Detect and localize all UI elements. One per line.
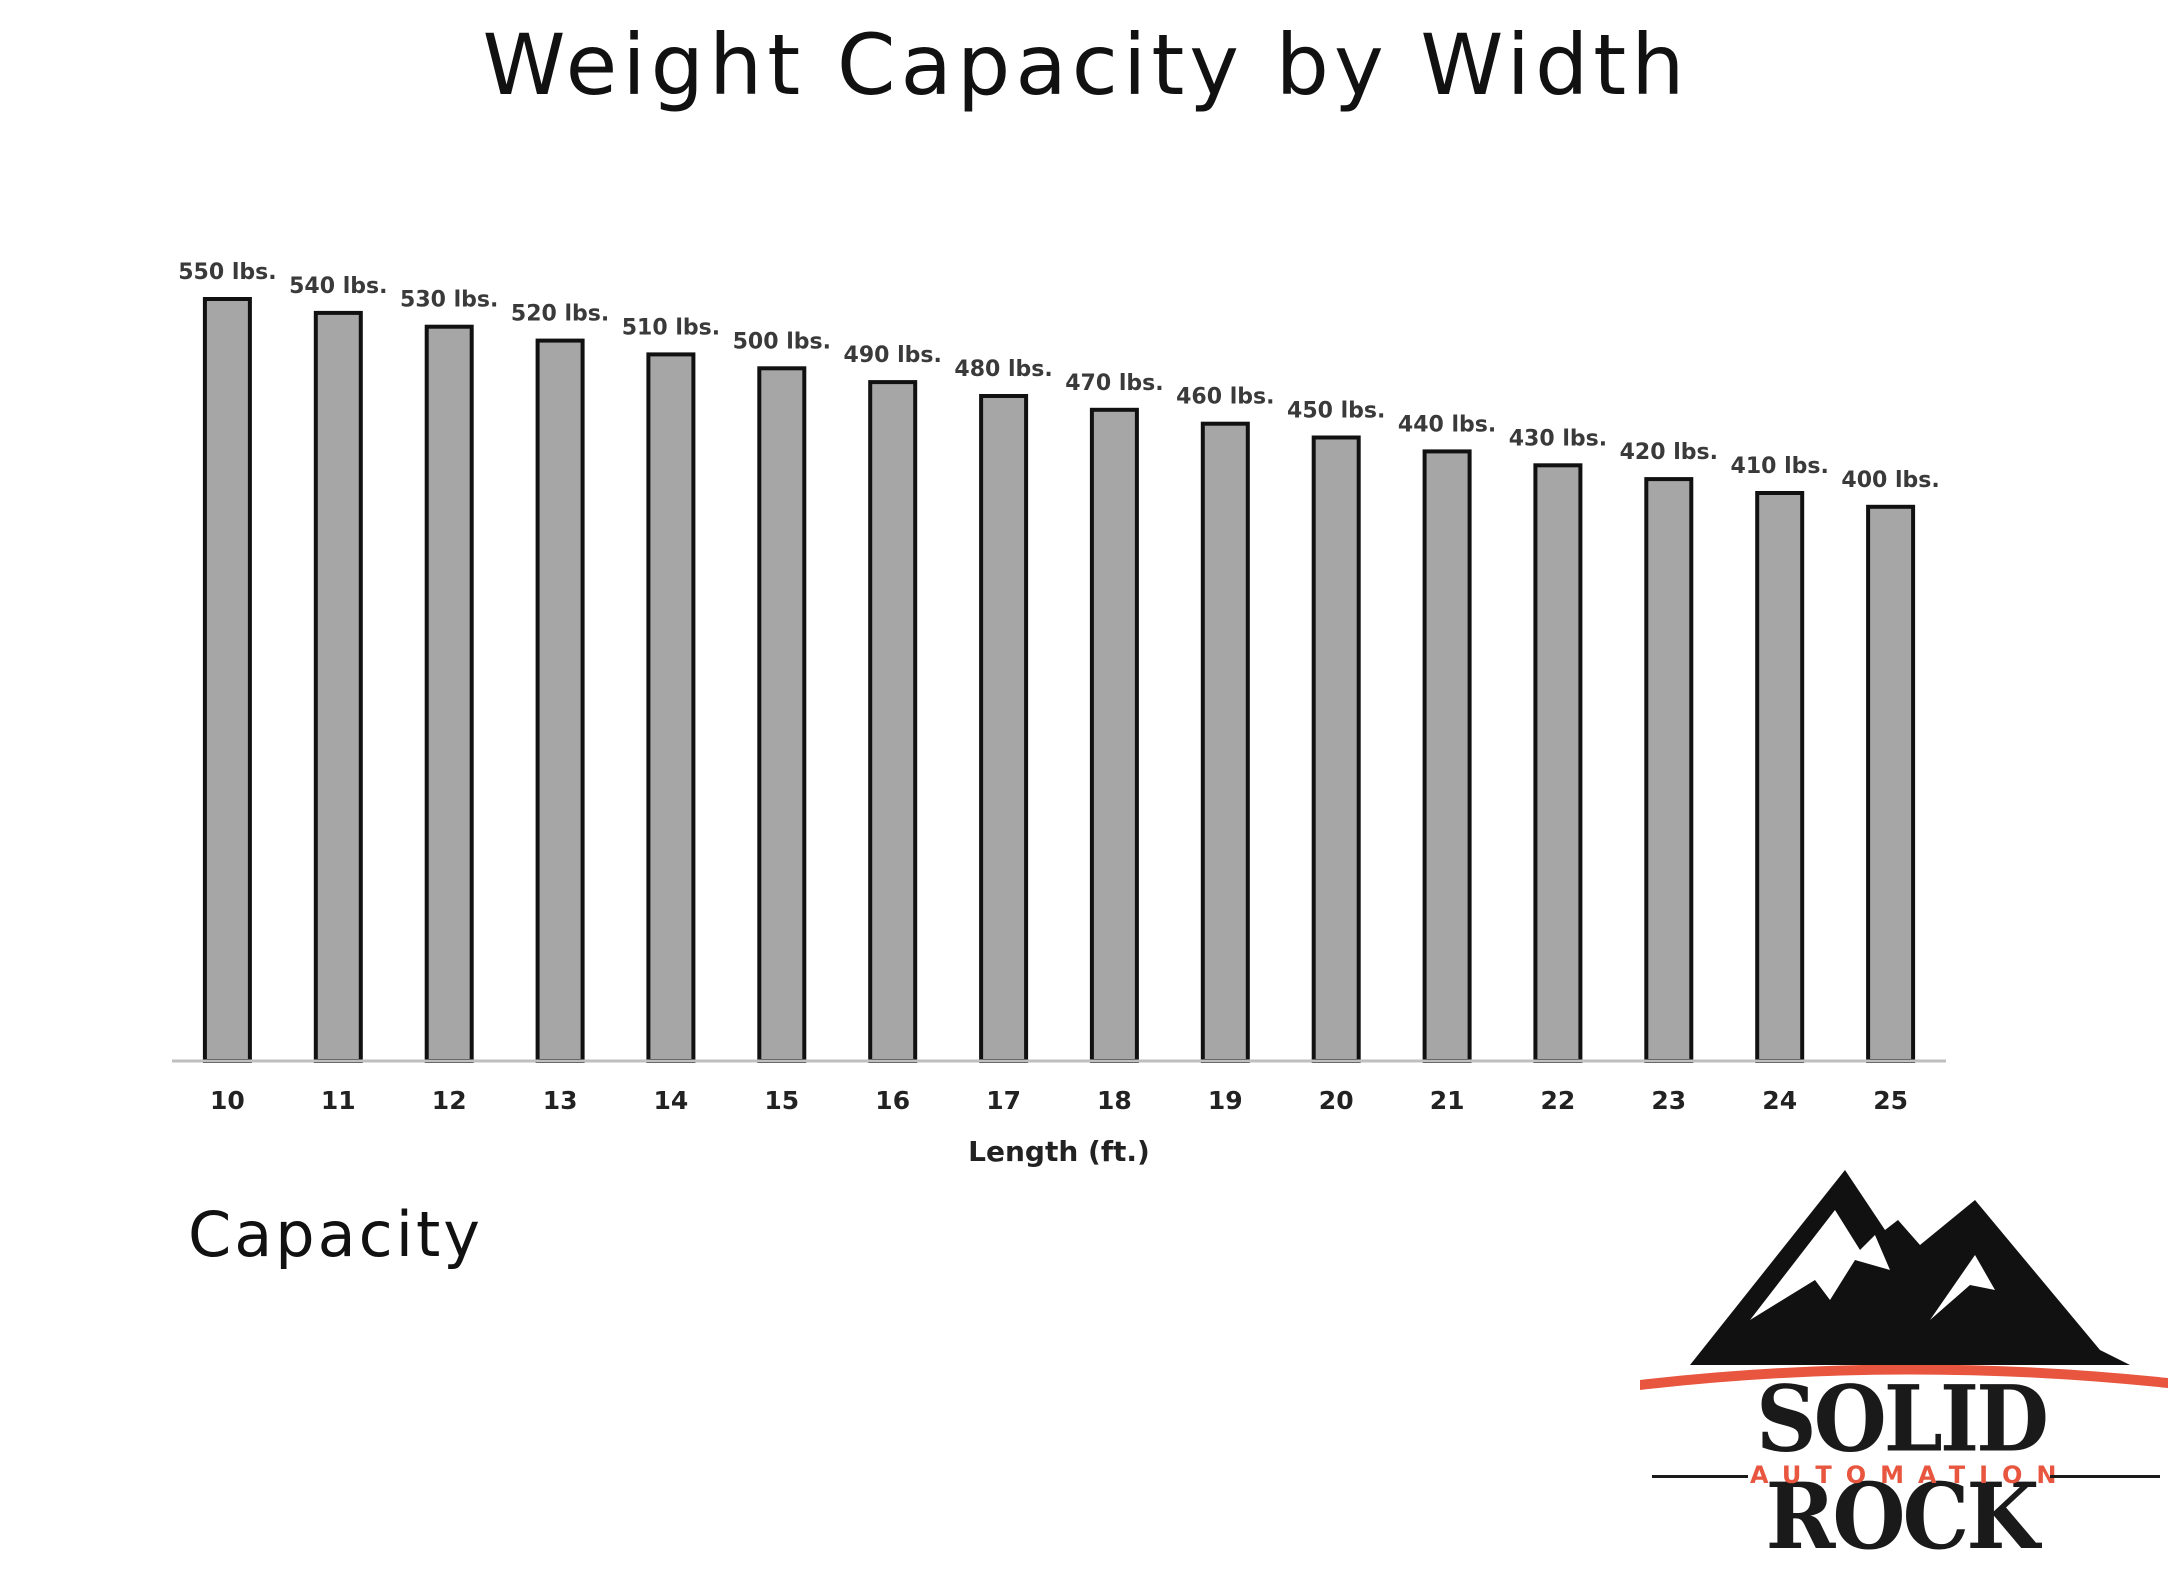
data-label-10: 550 lbs. [178, 260, 276, 285]
chart-title: Weight Capacity by Width [482, 16, 1690, 114]
bar-16 [868, 380, 918, 1064]
data-label-22: 430 lbs. [1509, 426, 1607, 451]
bar-11 [313, 310, 363, 1063]
x-tick-label-12: 12 [432, 1086, 467, 1115]
data-label-11: 540 lbs. [289, 274, 387, 299]
bar-22 [1533, 463, 1583, 1063]
x-tick-label-11: 11 [321, 1086, 356, 1115]
x-tick-label-14: 14 [654, 1086, 689, 1115]
x-tick-label-17: 17 [986, 1086, 1021, 1115]
bar-19 [1200, 421, 1250, 1063]
solid-rock-logo: SOLID ROCK AUTOMATION [1630, 1160, 2170, 1565]
bar-25 [1866, 504, 1916, 1063]
bar-18 [1089, 407, 1139, 1063]
bars-layer [202, 297, 1916, 1064]
x-tick-label-19: 19 [1208, 1086, 1243, 1115]
data-label-25: 400 lbs. [1841, 468, 1939, 493]
capacity-caption: Capacity [188, 1198, 483, 1271]
x-tick-label-21: 21 [1430, 1086, 1465, 1115]
data-labels-layer: 550 lbs. 540 lbs. 530 lbs. 520 lbs. 510 lbs.… [178, 260, 1940, 493]
x-tick-label-24: 24 [1762, 1086, 1797, 1115]
bar-24 [1755, 491, 1805, 1063]
data-label-16: 490 lbs. [844, 343, 942, 368]
logo-tagline: AUTOMATION [1750, 1461, 2071, 1489]
logo-rule-left [1652, 1475, 1748, 1478]
data-label-23: 420 lbs. [1620, 440, 1718, 465]
bar-21 [1422, 449, 1472, 1063]
x-tick-label-25: 25 [1873, 1086, 1908, 1115]
data-label-17: 480 lbs. [954, 357, 1052, 382]
data-label-19: 460 lbs. [1176, 385, 1274, 410]
bar-10 [202, 297, 252, 1063]
x-tick-label-10: 10 [210, 1086, 245, 1115]
mountain-icon [1640, 1170, 2168, 1390]
x-tick-label-18: 18 [1097, 1086, 1132, 1115]
data-label-20: 450 lbs. [1287, 399, 1385, 424]
x-tick-label-23: 23 [1651, 1086, 1686, 1115]
data-label-13: 520 lbs. [511, 302, 609, 327]
bar-chart: 550 lbs. 540 lbs. 530 lbs. 520 lbs. 510 lbs.… [172, 260, 1946, 1168]
x-tick-label-16: 16 [875, 1086, 910, 1115]
x-axis-title: Length (ft.) [968, 1135, 1150, 1168]
bar-15 [757, 366, 807, 1063]
data-label-14: 510 lbs. [622, 315, 720, 340]
x-tick-label-20: 20 [1319, 1086, 1354, 1115]
bar-12 [424, 324, 474, 1063]
x-tick-label-15: 15 [764, 1086, 799, 1115]
logo-rule-right [2050, 1475, 2160, 1478]
bar-14 [646, 352, 696, 1063]
bar-17 [979, 394, 1029, 1063]
data-label-12: 530 lbs. [400, 288, 498, 313]
x-tick-label-13: 13 [543, 1086, 578, 1115]
bar-20 [1311, 435, 1361, 1063]
x-tick-labels-layer: 10 11 12 13 14 15 16 17 18 19 20 21 22 23 24 25 [210, 1086, 1908, 1115]
data-label-24: 410 lbs. [1731, 454, 1829, 479]
data-label-21: 440 lbs. [1398, 412, 1496, 437]
data-label-15: 500 lbs. [733, 329, 831, 354]
bar-23 [1644, 477, 1694, 1064]
bar-13 [535, 338, 585, 1064]
x-tick-label-22: 22 [1541, 1086, 1576, 1115]
data-label-18: 470 lbs. [1065, 371, 1163, 396]
